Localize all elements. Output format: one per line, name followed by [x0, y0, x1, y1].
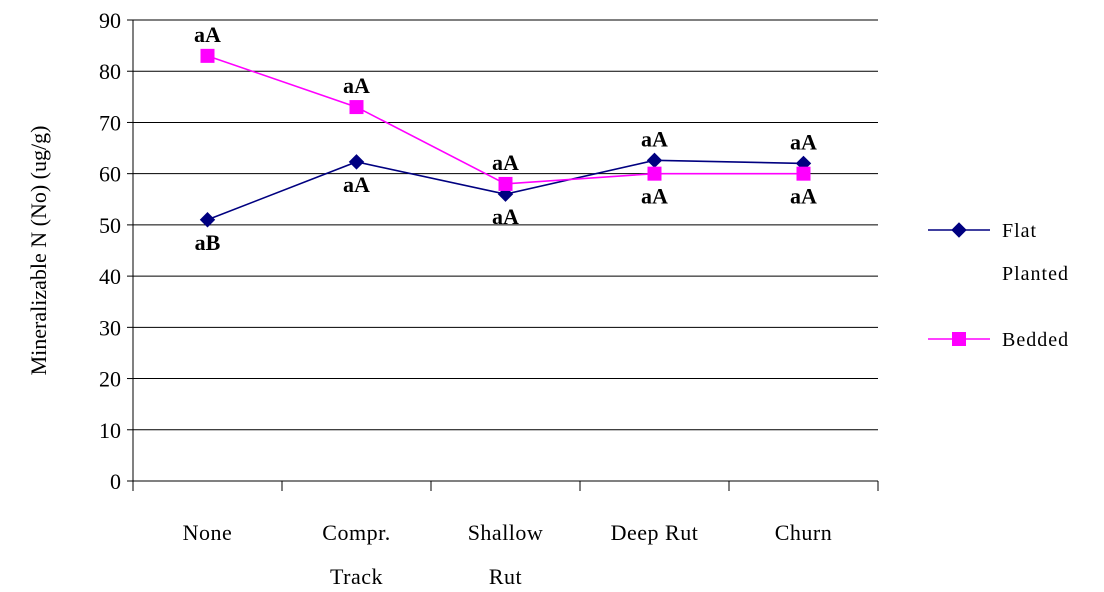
- data-point: [498, 176, 513, 191]
- x-tick-label: Shallow Rut: [468, 520, 544, 589]
- axes: [127, 19, 879, 491]
- gridlines: [133, 19, 878, 431]
- series-1: [200, 48, 811, 191]
- y-tick-label: 70: [99, 110, 121, 135]
- data-annotation: aA: [641, 184, 668, 209]
- legend-marker: [951, 222, 967, 238]
- x-tick-label: Deep Rut: [611, 520, 699, 545]
- data-point: [348, 154, 365, 170]
- data-annotation: aA: [641, 126, 668, 151]
- y-tick-label: 10: [99, 418, 121, 443]
- data-point: [199, 212, 216, 228]
- x-tick-labels: None Compr. Track Shallow Rut Deep Rut Churn: [183, 520, 833, 589]
- y-tick-label: 0: [110, 469, 121, 494]
- y-tick-label: 80: [99, 59, 121, 84]
- legend-marker: [952, 332, 966, 346]
- x-tick-label-line: Rut: [489, 564, 522, 589]
- x-tick-label-line: Compr.: [322, 520, 390, 545]
- data-point: [647, 166, 662, 181]
- x-tick-label-line: Track: [330, 564, 383, 589]
- legend-label-line: Flat: [1002, 220, 1037, 242]
- legend-entry: Flat Planted: [928, 220, 1069, 285]
- x-tick-label: Churn: [775, 520, 833, 545]
- x-tick-label-line: Deep Rut: [611, 520, 699, 545]
- y-axis-label: Mineralizable N (No) (ug/g): [26, 126, 51, 376]
- data-point: [796, 166, 811, 181]
- legend-label: Flat Planted: [1002, 220, 1069, 285]
- x-tick-label: Compr. Track: [322, 520, 390, 589]
- legend-label-line: Planted: [1002, 263, 1069, 285]
- data-point: [646, 152, 663, 169]
- x-tick-label: None: [183, 520, 233, 545]
- x-tick-label-line: Churn: [775, 520, 833, 545]
- legend-entry: Bedded: [928, 329, 1069, 351]
- data-point: [349, 100, 364, 115]
- y-tick-labels: 0 10 20 30 40 50 60 70 80 90: [99, 8, 121, 494]
- y-tick-label: 30: [99, 315, 121, 340]
- x-tick-label-line: None: [183, 520, 233, 545]
- annotations: aA aB aA aA aA aA aA aA aA aA: [194, 22, 817, 255]
- x-tick-label-line: Shallow: [468, 520, 544, 545]
- data-annotation: aA: [343, 172, 370, 197]
- y-tick-label: 90: [99, 8, 121, 33]
- y-tick-label: 60: [99, 162, 121, 187]
- y-tick-label: 40: [99, 264, 121, 289]
- data-annotation: aA: [492, 150, 519, 175]
- data-annotation: aA: [343, 73, 370, 98]
- y-tick-label: 50: [99, 213, 121, 238]
- legend: Flat Planted Bedded: [928, 220, 1069, 351]
- data-point: [200, 48, 215, 63]
- data-annotation: aA: [790, 129, 817, 154]
- data-annotation: aA: [790, 184, 817, 209]
- data-annotation: aA: [492, 204, 519, 229]
- legend-label: Bedded: [1002, 329, 1069, 351]
- data-annotation: aB: [195, 230, 221, 255]
- data-annotation: aA: [194, 22, 221, 47]
- y-tick-label: 20: [99, 367, 121, 392]
- series-group: [199, 48, 812, 228]
- legend-label-line: Bedded: [1002, 329, 1069, 351]
